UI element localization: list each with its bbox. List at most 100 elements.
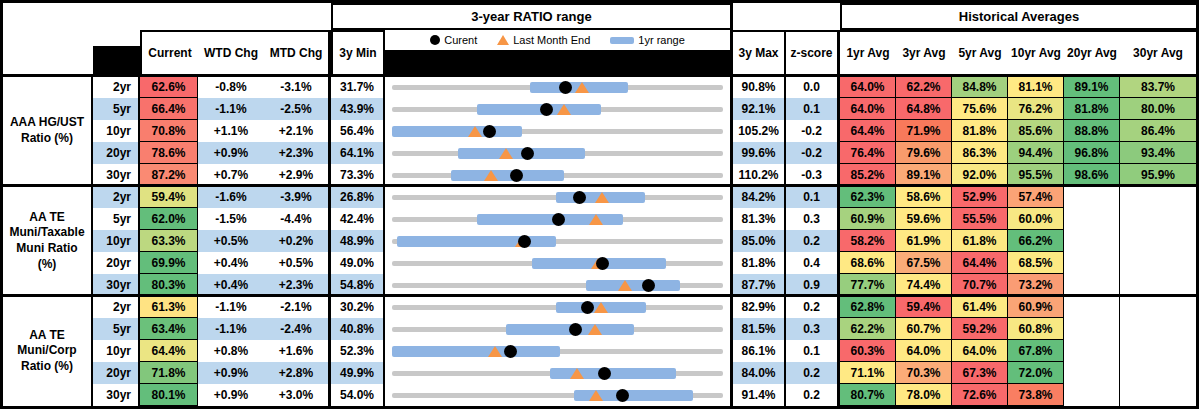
wtd-chg-cell[interactable]: -1.1% [198, 98, 264, 120]
historical-avg-cell[interactable]: 67.5% [896, 252, 952, 274]
historical-avg-cell[interactable]: 85.6% [1008, 120, 1064, 142]
historical-avg-cell[interactable]: 86.4% [1120, 120, 1196, 142]
historical-avg-cell[interactable]: 71.1% [840, 362, 896, 384]
3y-max-cell[interactable]: 86.1% [733, 340, 786, 362]
z-score-cell[interactable]: 0.1 [786, 340, 840, 362]
historical-avg-cell[interactable]: 70.3% [896, 362, 952, 384]
z-score-cell[interactable]: 0.2 [786, 384, 840, 406]
historical-avg-cell[interactable]: 84.8% [952, 76, 1008, 98]
historical-avg-cell[interactable]: 85.2% [840, 164, 896, 186]
wtd-chg-cell[interactable]: +0.9% [198, 142, 264, 164]
3y-min-cell[interactable]: 54.0% [331, 384, 385, 406]
historical-avg-cell[interactable]: 73.8% [1008, 384, 1064, 406]
current-value-cell[interactable]: 71.8% [140, 362, 198, 384]
historical-avg-cell[interactable]: 61.8% [952, 230, 1008, 252]
historical-avg-cell[interactable]: 60.9% [1008, 296, 1064, 318]
historical-avg-cell[interactable]: 55.5% [952, 208, 1008, 230]
z-score-cell[interactable]: 0.1 [786, 186, 840, 208]
historical-avg-cell[interactable] [1064, 252, 1120, 274]
historical-avg-cell[interactable]: 86.3% [952, 142, 1008, 164]
3y-max-cell[interactable]: 99.6% [733, 142, 786, 164]
historical-avg-cell[interactable]: 58.6% [896, 186, 952, 208]
historical-avg-cell[interactable]: 81.8% [1064, 98, 1120, 120]
historical-avg-cell[interactable]: 64.0% [840, 98, 896, 120]
wtd-chg-cell[interactable]: +0.4% [198, 252, 264, 274]
3y-min-cell[interactable]: 54.8% [331, 274, 385, 296]
wtd-chg-cell[interactable]: -1.5% [198, 208, 264, 230]
historical-avg-cell[interactable]: 93.4% [1120, 142, 1196, 164]
3y-max-cell[interactable]: 81.5% [733, 318, 786, 340]
wtd-chg-cell[interactable]: +0.8% [198, 340, 264, 362]
3y-min-cell[interactable]: 30.2% [331, 296, 385, 318]
z-score-cell[interactable]: -0.3 [786, 164, 840, 186]
historical-avg-cell[interactable]: 72.6% [952, 384, 1008, 406]
historical-avg-cell[interactable] [1064, 208, 1120, 230]
historical-avg-cell[interactable]: 67.8% [1008, 340, 1064, 362]
historical-avg-cell[interactable]: 80.7% [840, 384, 896, 406]
historical-avg-cell[interactable]: 83.7% [1120, 76, 1196, 98]
historical-avg-cell[interactable]: 64.0% [952, 340, 1008, 362]
historical-avg-cell[interactable]: 95.9% [1120, 164, 1196, 186]
historical-avg-cell[interactable]: 59.4% [896, 296, 952, 318]
historical-avg-cell[interactable]: 77.7% [840, 274, 896, 296]
current-value-cell[interactable]: 59.4% [140, 186, 198, 208]
wtd-chg-cell[interactable]: -1.1% [198, 296, 264, 318]
3y-min-cell[interactable]: 49.9% [331, 362, 385, 384]
historical-avg-cell[interactable] [1120, 208, 1196, 230]
mtd-chg-cell[interactable]: -4.4% [264, 208, 331, 230]
3y-max-cell[interactable]: 81.3% [733, 208, 786, 230]
historical-avg-cell[interactable]: 79.6% [896, 142, 952, 164]
mtd-chg-cell[interactable]: +2.1% [264, 120, 331, 142]
wtd-chg-cell[interactable]: +0.9% [198, 362, 264, 384]
historical-avg-cell[interactable]: 94.4% [1008, 142, 1064, 164]
current-value-cell[interactable]: 78.6% [140, 142, 198, 164]
historical-avg-cell[interactable] [1064, 318, 1120, 340]
current-value-cell[interactable]: 87.2% [140, 164, 198, 186]
historical-avg-cell[interactable]: 89.1% [896, 164, 952, 186]
historical-avg-cell[interactable]: 58.2% [840, 230, 896, 252]
z-score-cell[interactable]: 0.3 [786, 208, 840, 230]
historical-avg-cell[interactable] [1064, 186, 1120, 208]
historical-avg-cell[interactable]: 70.7% [952, 274, 1008, 296]
historical-avg-cell[interactable]: 68.6% [840, 252, 896, 274]
historical-avg-cell[interactable]: 81.1% [1008, 76, 1064, 98]
3y-max-cell[interactable]: 90.8% [733, 76, 786, 98]
historical-avg-cell[interactable]: 60.9% [840, 208, 896, 230]
historical-avg-cell[interactable]: 62.2% [896, 76, 952, 98]
historical-avg-cell[interactable]: 76.4% [840, 142, 896, 164]
historical-avg-cell[interactable]: 64.8% [896, 98, 952, 120]
z-score-cell[interactable]: 0.4 [786, 252, 840, 274]
historical-avg-cell[interactable]: 64.4% [840, 120, 896, 142]
z-score-cell[interactable]: 0.1 [786, 98, 840, 120]
3y-min-cell[interactable]: 49.0% [331, 252, 385, 274]
historical-avg-cell[interactable]: 68.5% [1008, 252, 1064, 274]
historical-avg-cell[interactable]: 67.3% [952, 362, 1008, 384]
historical-avg-cell[interactable] [1120, 296, 1196, 318]
historical-avg-cell[interactable]: 75.6% [952, 98, 1008, 120]
3y-max-cell[interactable]: 92.1% [733, 98, 786, 120]
historical-avg-cell[interactable] [1120, 230, 1196, 252]
current-value-cell[interactable]: 64.4% [140, 340, 198, 362]
historical-avg-cell[interactable]: 73.2% [1008, 274, 1064, 296]
historical-avg-cell[interactable] [1120, 274, 1196, 296]
current-value-cell[interactable]: 69.9% [140, 252, 198, 274]
historical-avg-cell[interactable]: 74.4% [896, 274, 952, 296]
historical-avg-cell[interactable]: 62.3% [840, 186, 896, 208]
mtd-chg-cell[interactable]: +2.3% [264, 142, 331, 164]
historical-avg-cell[interactable]: 89.1% [1064, 76, 1120, 98]
current-value-cell[interactable]: 61.3% [140, 296, 198, 318]
wtd-chg-cell[interactable]: -1.6% [198, 186, 264, 208]
historical-avg-cell[interactable] [1064, 230, 1120, 252]
z-score-cell[interactable]: 0.2 [786, 230, 840, 252]
3y-min-cell[interactable]: 64.1% [331, 142, 385, 164]
mtd-chg-cell[interactable]: +2.9% [264, 164, 331, 186]
mtd-chg-cell[interactable]: +2.8% [264, 362, 331, 384]
wtd-chg-cell[interactable]: -0.8% [198, 76, 264, 98]
wtd-chg-cell[interactable]: +0.9% [198, 384, 264, 406]
mtd-chg-cell[interactable]: -2.1% [264, 296, 331, 318]
3y-min-cell[interactable]: 26.8% [331, 186, 385, 208]
historical-avg-cell[interactable]: 61.4% [952, 296, 1008, 318]
historical-avg-cell[interactable]: 52.9% [952, 186, 1008, 208]
historical-avg-cell[interactable]: 78.0% [896, 384, 952, 406]
3y-min-cell[interactable]: 52.3% [331, 340, 385, 362]
